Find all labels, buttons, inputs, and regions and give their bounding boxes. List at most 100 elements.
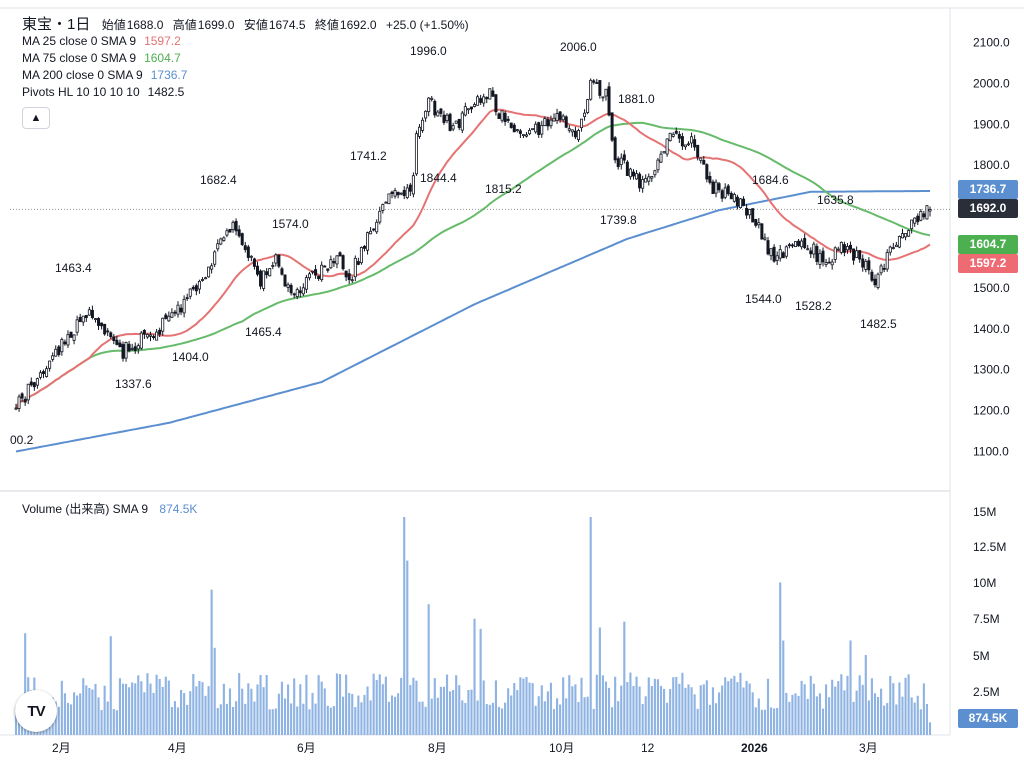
- volume-bar: [730, 678, 733, 735]
- volume-bar: [623, 621, 626, 735]
- volume-bar: [216, 707, 219, 735]
- indicator-ma75[interactable]: MA 75 close 0 SMA 9 1604.7: [22, 50, 469, 67]
- tradingview-logo[interactable]: TV: [15, 690, 57, 732]
- volume-bar: [189, 691, 192, 735]
- volume-bar: [751, 692, 754, 735]
- candle-body: [292, 293, 296, 296]
- candle: [136, 343, 140, 354]
- candle-body: [546, 119, 550, 127]
- volume-bar: [363, 694, 366, 735]
- candle: [304, 274, 308, 294]
- volume-bar: [167, 680, 170, 735]
- collapse-legend-button[interactable]: ▲: [22, 107, 50, 129]
- candle-body: [653, 170, 657, 176]
- volume-bar: [342, 696, 345, 735]
- candle: [51, 352, 55, 362]
- candle-body: [919, 211, 923, 221]
- volume-bar: [63, 693, 66, 735]
- volume-bar: [311, 692, 314, 735]
- volume-bar: [406, 560, 409, 735]
- volume-bar: [504, 702, 507, 735]
- candle: [430, 96, 434, 102]
- volume-bar: [268, 709, 271, 735]
- candle: [451, 122, 455, 132]
- candle-body: [916, 215, 920, 223]
- candle: [179, 304, 183, 316]
- candle-body: [127, 343, 131, 352]
- candle: [546, 116, 550, 131]
- volume-bar: [766, 678, 770, 735]
- volume-bar: [687, 684, 690, 735]
- volume-bar: [348, 692, 351, 735]
- candle: [540, 120, 544, 138]
- candle: [298, 286, 302, 298]
- candle: [106, 328, 110, 337]
- pivot-label: 1404.0: [172, 350, 209, 364]
- candle: [537, 121, 541, 138]
- candle-body: [454, 120, 458, 124]
- time-tick-label: 2026: [741, 741, 768, 755]
- candle-body: [555, 113, 559, 122]
- candle-body: [812, 243, 816, 255]
- candle: [204, 276, 208, 280]
- candle-body: [778, 249, 782, 259]
- candle: [803, 233, 807, 250]
- ma25-price-tag: 1597.2: [958, 254, 1018, 273]
- volume-bar: [118, 678, 122, 735]
- candle: [414, 130, 418, 176]
- volume-bar: [134, 683, 137, 735]
- candle: [784, 245, 788, 259]
- volume-bar: [849, 640, 852, 735]
- candle-body: [103, 323, 107, 335]
- volume-bar: [244, 703, 247, 735]
- candle-body: [662, 151, 666, 154]
- candle: [616, 156, 620, 170]
- candle-body: [421, 119, 425, 131]
- volume-bar: [666, 702, 669, 735]
- volume-bar: [94, 683, 97, 735]
- symbol-title[interactable]: 東宝・1日: [22, 16, 91, 33]
- candle: [292, 292, 296, 299]
- candle-body: [907, 230, 911, 237]
- candle-body: [213, 251, 217, 265]
- candle: [833, 246, 837, 263]
- candle-body: [790, 244, 794, 247]
- candle-body: [301, 287, 305, 295]
- candle: [806, 244, 810, 251]
- candle-body: [75, 319, 79, 333]
- candle-body: [433, 100, 437, 116]
- candle-body: [350, 279, 354, 282]
- candle-body: [797, 240, 801, 247]
- candle: [228, 228, 232, 233]
- price-tick-label: 2100.0: [973, 36, 1010, 50]
- volume-bar: [210, 589, 213, 735]
- candle-body: [641, 179, 645, 189]
- volume-bar: [82, 678, 85, 735]
- volume-tick-label: 10M: [973, 576, 996, 590]
- candle: [72, 334, 76, 345]
- volume-bar: [329, 707, 332, 735]
- indicator-ma25[interactable]: MA 25 close 0 SMA 9 1597.2: [22, 33, 469, 50]
- candle-body: [644, 178, 648, 183]
- volume-bar: [485, 704, 488, 735]
- indicator-ma200[interactable]: MA 200 close 0 SMA 9 1736.7: [22, 67, 469, 84]
- candle-body: [806, 248, 810, 251]
- chevron-up-icon: ▲: [30, 112, 42, 124]
- candle-body: [42, 371, 46, 375]
- candle-body: [396, 191, 400, 196]
- volume-bar: [690, 687, 693, 735]
- candle-body: [845, 246, 849, 251]
- candle-body: [45, 368, 49, 377]
- candle-body: [586, 99, 590, 113]
- volume-bar: [855, 690, 858, 735]
- indicator-pivots[interactable]: Pivots HL 10 10 10 10 1482.5: [22, 84, 469, 101]
- volume-bar: [760, 709, 763, 735]
- volume-bar: [598, 627, 601, 735]
- pivot-label: 1635.8: [817, 193, 854, 207]
- volume-bar: [231, 706, 235, 735]
- candle: [815, 243, 819, 266]
- volume-legend[interactable]: Volume (出来高) SMA 9 874.5K: [22, 500, 197, 517]
